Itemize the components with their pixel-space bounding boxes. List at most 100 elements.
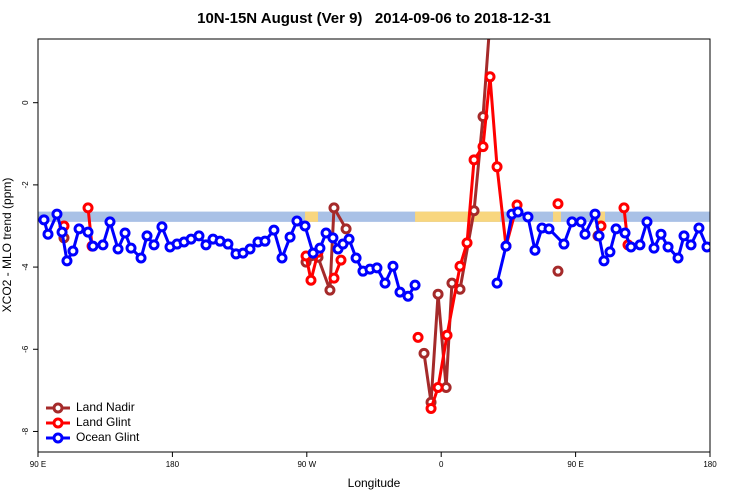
- data-point: [402, 290, 414, 302]
- data-point: [51, 208, 63, 220]
- data-point: [73, 223, 85, 235]
- land-band: [415, 211, 501, 222]
- data-point: [409, 279, 421, 291]
- data-point: [268, 224, 280, 236]
- data-point: [500, 240, 512, 252]
- data-point: [148, 239, 160, 251]
- data-point: [394, 286, 406, 298]
- plot-area: [38, 17, 710, 414]
- data-point: [327, 232, 339, 244]
- data-point: [119, 227, 131, 239]
- data-point: [222, 238, 234, 250]
- data-point: [579, 228, 591, 240]
- data-point: [418, 347, 430, 359]
- data-point: [678, 230, 690, 242]
- land-band: [305, 211, 318, 222]
- data-point: [461, 237, 473, 249]
- data-point: [575, 216, 587, 228]
- data-point: [441, 329, 453, 341]
- data-point: [701, 241, 710, 253]
- data-point: [193, 230, 205, 242]
- data-point: [543, 223, 555, 235]
- data-point: [662, 241, 674, 253]
- land-band: [595, 211, 606, 222]
- data-point: [87, 240, 99, 252]
- data-point: [387, 260, 399, 272]
- data-point: [552, 198, 564, 210]
- data-point: [522, 211, 534, 223]
- x-tick-label: 180: [703, 460, 717, 469]
- data-point: [56, 226, 68, 238]
- data-point: [371, 262, 383, 274]
- data-point: [672, 252, 684, 264]
- series-line: [306, 21, 598, 403]
- y-tick-label: 0: [21, 100, 30, 105]
- y-tick-label: -4: [21, 263, 30, 271]
- data-point: [320, 227, 332, 239]
- data-point: [38, 214, 50, 226]
- legend-marker: [52, 417, 64, 429]
- data-point: [477, 141, 489, 153]
- data-point: [200, 239, 212, 251]
- data-point: [335, 254, 347, 266]
- data-point: [328, 202, 340, 214]
- data-point: [468, 154, 480, 166]
- data-point: [693, 222, 705, 234]
- data-point: [432, 381, 444, 393]
- legend-marker: [52, 432, 64, 444]
- data-point: [97, 239, 109, 251]
- data-point: [566, 216, 578, 228]
- y-tick-label: -6: [21, 345, 30, 353]
- data-point: [42, 228, 54, 240]
- data-point: [625, 241, 637, 253]
- data-point: [156, 221, 168, 233]
- data-point: [558, 238, 570, 250]
- data-point: [619, 227, 631, 239]
- data-point: [244, 243, 256, 255]
- data-point: [82, 202, 94, 214]
- data-point: [299, 220, 311, 232]
- data-point: [484, 71, 496, 83]
- data-point: [425, 402, 437, 414]
- data-point: [61, 255, 73, 267]
- data-point: [634, 239, 646, 251]
- data-point: [593, 230, 605, 242]
- data-point: [141, 230, 153, 242]
- legend-label: Land Glint: [76, 415, 131, 429]
- x-tick-label: 90 E: [30, 460, 46, 469]
- data-point: [618, 202, 630, 214]
- data-point: [648, 242, 660, 254]
- data-point: [641, 216, 653, 228]
- data-point: [379, 277, 391, 289]
- data-point: [259, 235, 271, 247]
- data-point: [112, 243, 124, 255]
- plot-frame: [37, 38, 711, 453]
- data-point: [135, 252, 147, 264]
- data-point: [314, 242, 326, 254]
- x-axis-label: Longitude: [348, 476, 401, 490]
- data-point: [125, 242, 137, 254]
- legend-marker: [52, 402, 64, 414]
- data-point: [324, 284, 336, 296]
- land-band: [553, 211, 561, 222]
- data-point: [67, 245, 79, 257]
- chart-title: 10N-15N August (Ver 9) 2014-09-06 to 201…: [197, 10, 551, 27]
- data-point: [432, 288, 444, 300]
- y-axis-label: XCO2 - MLO trend (ppm): [0, 178, 14, 313]
- data-point: [350, 252, 362, 264]
- data-point: [655, 228, 667, 240]
- legend-label: Land Nadir: [76, 400, 135, 414]
- data-point: [529, 244, 541, 256]
- data-point: [685, 239, 697, 251]
- data-point: [307, 247, 319, 259]
- data-point: [82, 226, 94, 238]
- x-tick-label: 180: [166, 460, 180, 469]
- data-point: [491, 277, 503, 289]
- data-point: [552, 265, 564, 277]
- data-point: [104, 216, 116, 228]
- data-point: [610, 223, 622, 235]
- data-point: [340, 223, 352, 235]
- x-tick-label: 90 E: [567, 460, 583, 469]
- data-point: [454, 260, 466, 272]
